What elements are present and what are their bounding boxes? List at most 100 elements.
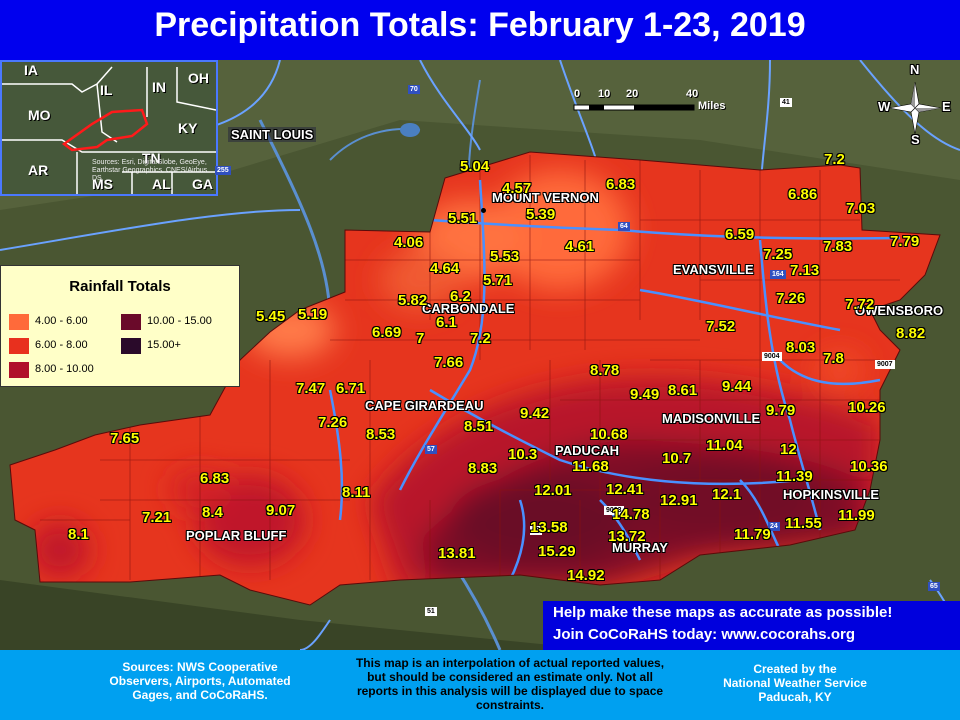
obs-value: 7.79 [890,233,920,250]
highway-shield-69: 69 [530,526,542,535]
obs-value: 13.58 [530,519,568,536]
highway-shield-41: 41 [780,98,792,107]
highway-shield-57: 57 [425,445,437,454]
obs-value: 6.1 [436,314,457,331]
obs-value: 14.92 [567,567,605,584]
obs-value: 8.61 [668,382,698,399]
obs-value: 5.39 [526,206,556,223]
city-evansville[interactable]: EVANSVILLE [673,262,754,277]
obs-value: 7.66 [434,354,464,371]
obs-value: 9.42 [520,405,550,422]
footer-disclaimer-line: reports in this analysis will be display… [356,684,664,698]
inset-state-ky: KY [178,120,198,136]
footer-disclaimer-line: but should be considered an estimate onl… [367,670,653,684]
inset-state-ar: AR [28,162,49,178]
inset-state-ms: MS [92,176,113,192]
obs-value: 13.72 [608,528,646,545]
legend: Rainfall Totals 4.00 - 6.00 10.00 - 15.0… [0,265,240,387]
obs-value: 7.26 [318,414,348,431]
obs-value: 5.45 [256,308,286,325]
obs-value: 10.7 [662,450,692,467]
city-saint-louis[interactable]: SAINT LOUIS [228,127,317,142]
footer-credit: Created by the National Weather Service … [700,662,890,704]
highway-shield-24: 24 [768,522,780,531]
city-cape-girardeau[interactable]: CAPE GIRARDEAU [365,398,484,413]
highway-shield-164: 164 [770,270,786,279]
obs-value: 12 [780,441,797,458]
scale-tick-10: 10 [598,88,611,100]
obs-value: 11.79 [734,526,771,543]
obs-value: 14.78 [612,506,650,523]
obs-value: 5.51 [448,210,478,227]
obs-value: 5.04 [460,158,490,175]
city-paducah[interactable]: PADUCAH [555,443,620,458]
city-madisonville[interactable]: MADISONVILLE [662,411,761,426]
city-mount-vernon[interactable]: MOUNT VERNON [492,190,599,205]
city-owensboro[interactable]: OWENSBORO [855,303,944,318]
obs-value: 6.2 [450,288,471,305]
city-dot-mount-vernon [481,208,486,213]
obs-value: 5.71 [483,272,513,289]
highway-shield-9007: 9007 [875,360,895,369]
footer-disclaimer-line: This map is an interpolation of actual r… [355,656,665,670]
obs-value: 8.51 [464,418,494,435]
compass-s: S [911,132,920,147]
cocorahs-link[interactable]: Join CoCoRaHS today: www.cocorahs.org [553,626,855,643]
cocorahs-banner[interactable]: Help make these maps as accurate as poss… [543,601,960,650]
obs-value: 7.25 [763,246,793,263]
footer-sources-line: Observers, Airports, Automated [109,674,291,688]
inset-state-ia: IA [24,62,38,78]
city-carbondale[interactable]: CARBONDALE [422,301,515,316]
obs-value: 4.06 [394,234,424,251]
map-title: Precipitation Totals: February 1-23, 201… [154,6,806,44]
obs-value: 8.03 [786,339,816,356]
footer-sources-line: Sources: NWS Cooperative [122,660,278,674]
legend-swatch [121,338,141,354]
obs-value: 11.99 [838,507,875,524]
obs-value: 12.91 [660,492,698,509]
legend-label: 4.00 - 6.00 [35,315,88,327]
obs-value: 7.52 [706,318,736,335]
footer-credit-line: Paducah, KY [758,690,832,704]
obs-value: 12.1 [712,486,742,503]
compass-w: W [878,99,891,114]
inset-state-lines [2,66,216,194]
city-poplar-bluff[interactable]: POPLAR BLUFF [186,528,287,543]
obs-value: 5.82 [398,292,428,309]
obs-value: 7.03 [846,200,876,217]
scale-unit: Miles [698,100,726,112]
inset-state-mo: MO [28,107,51,123]
inset-state-oh: OH [188,70,209,86]
obs-value: 9.79 [766,402,796,419]
obs-value: 10.36 [850,458,888,475]
scale-tick-20: 20 [626,88,639,100]
map-area[interactable]: IA IL IN OH MO KY AR TN MS AL GA Sources… [0,60,960,650]
city-hopkinsville[interactable]: HOPKINSVILLE [783,487,880,502]
obs-value: 5.53 [490,248,520,265]
obs-value: 12.41 [606,481,644,498]
inset-state-tn: TN [142,150,161,166]
city-murray[interactable]: MURRAY [612,540,668,555]
highway-shield-65: 65 [928,582,940,591]
scale-tick-40: 40 [686,88,699,100]
obs-value: 7.47 [296,380,326,397]
obs-value: 7.8 [823,350,844,367]
footer-sources-line: Gages, and CoCoRaHS. [132,688,268,702]
compass-rose-icon: N S W E [878,62,951,148]
obs-value: 7.2 [470,330,491,347]
obs-value: 10.26 [848,399,886,416]
inset-locator-map: IA IL IN OH MO KY AR TN MS AL GA Sources… [0,60,218,196]
obs-value: 6.59 [725,226,755,243]
inset-state-in: IN [152,79,166,95]
compass-e: E [942,99,951,114]
legend-swatch [9,362,29,378]
compass-star-icon [888,81,942,135]
obs-value: 8.82 [896,325,926,342]
obs-value: 9.49 [630,386,660,403]
obs-value: 4.57 [502,180,532,197]
legend-swatch [9,314,29,330]
obs-value: 10.68 [590,426,628,443]
obs-value: 5.19 [298,306,328,323]
legend-label: 8.00 - 10.00 [35,363,94,375]
footer-credit-line: Created by the [753,662,837,676]
